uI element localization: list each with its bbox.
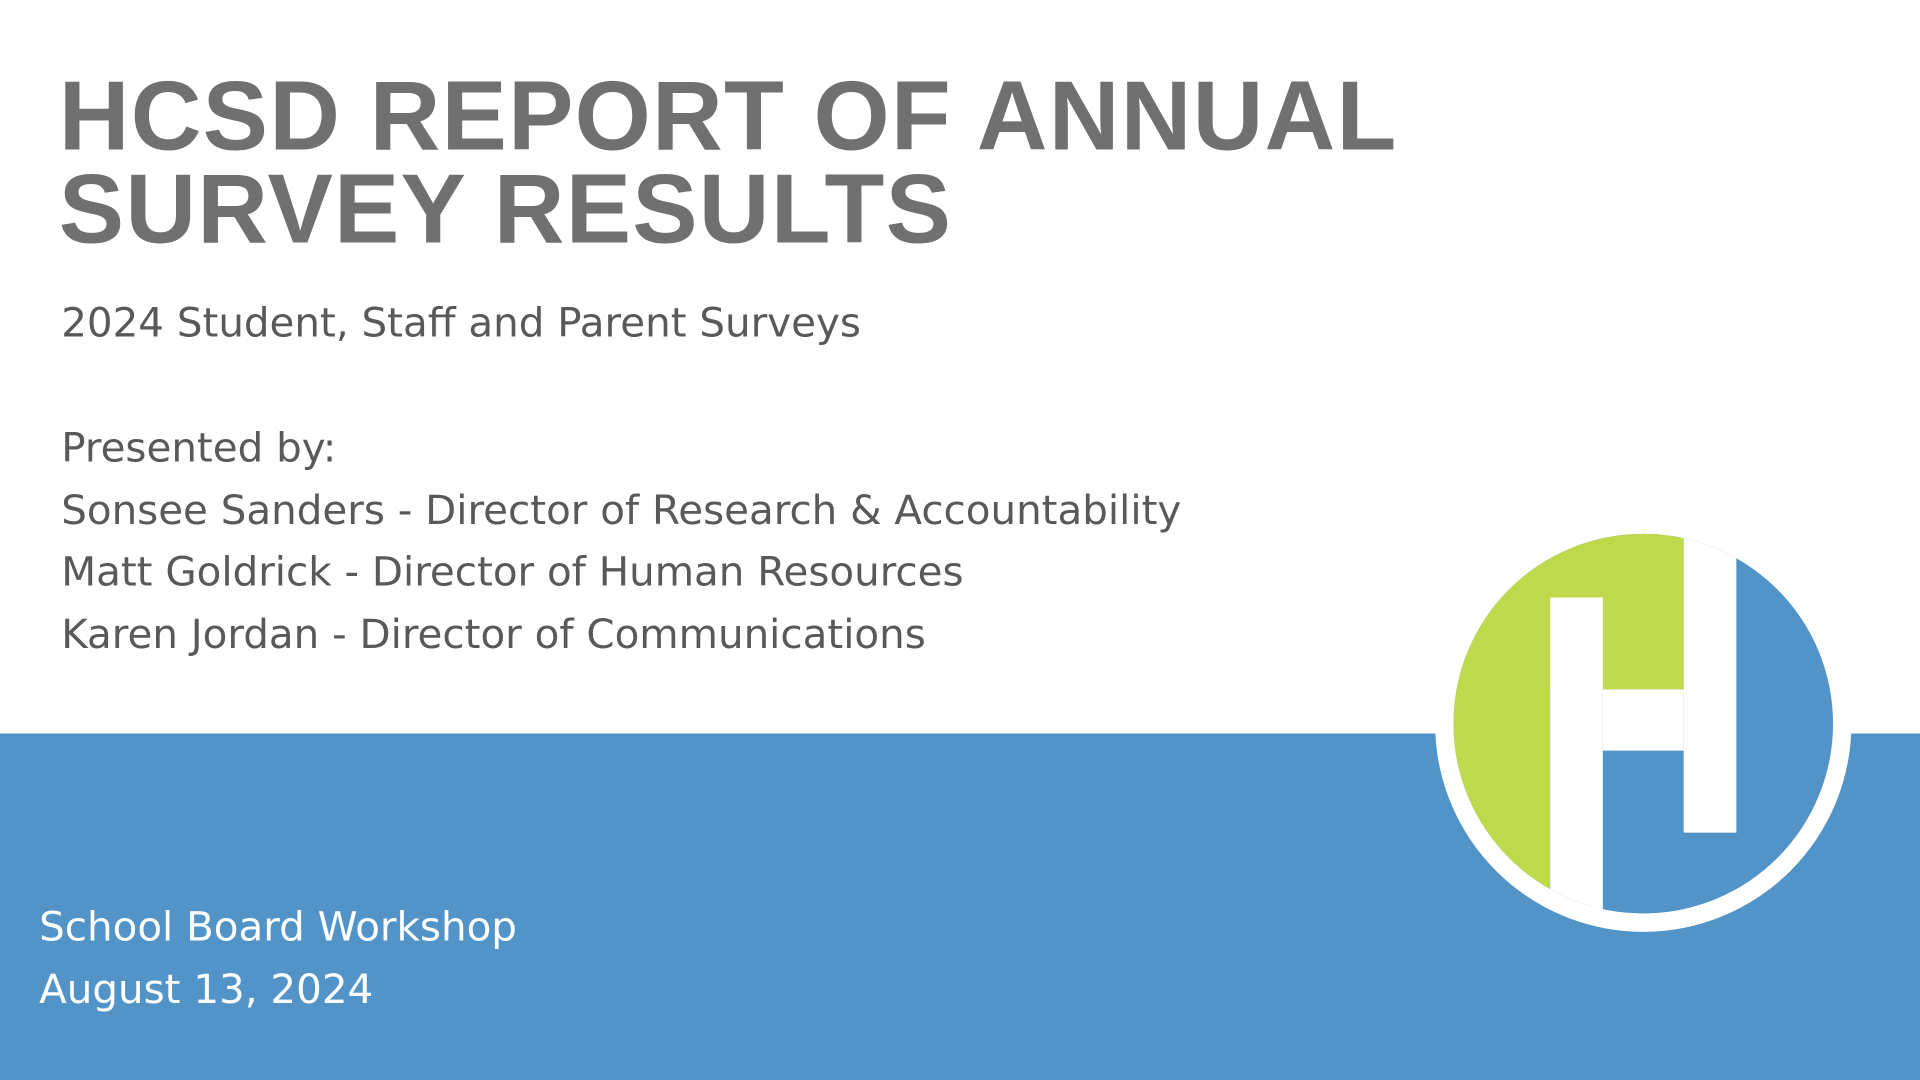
presenter: Sonsee Sanders - Director of Research & … <box>61 486 1181 534</box>
logo <box>1435 515 1852 932</box>
title-line: HCSD REPORT OF ANNUAL <box>59 60 1398 170</box>
logo-h-left <box>1550 597 1603 914</box>
logo-h-right <box>1683 533 1737 833</box>
footer-line: School Board Workshop <box>39 902 517 950</box>
logo-green <box>1453 533 1684 914</box>
subtitle: 2024 Student, Staff and Parent Surveys <box>61 299 861 347</box>
presenter: Matt Goldrick - Director of Human Resour… <box>61 547 963 595</box>
logo-h-bar <box>1602 689 1684 751</box>
title-line: SURVEY RESULTS <box>59 153 952 263</box>
presenter: Karen Jordan - Director of Communication… <box>61 610 926 658</box>
footer-line: August 13, 2024 <box>39 965 373 1013</box>
presented-by: Presented by: <box>61 424 336 472</box>
